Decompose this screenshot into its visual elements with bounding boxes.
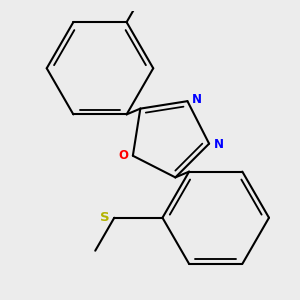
Text: N: N (214, 138, 224, 152)
Text: S: S (100, 211, 109, 224)
Text: O: O (118, 149, 128, 162)
Text: N: N (192, 93, 202, 106)
